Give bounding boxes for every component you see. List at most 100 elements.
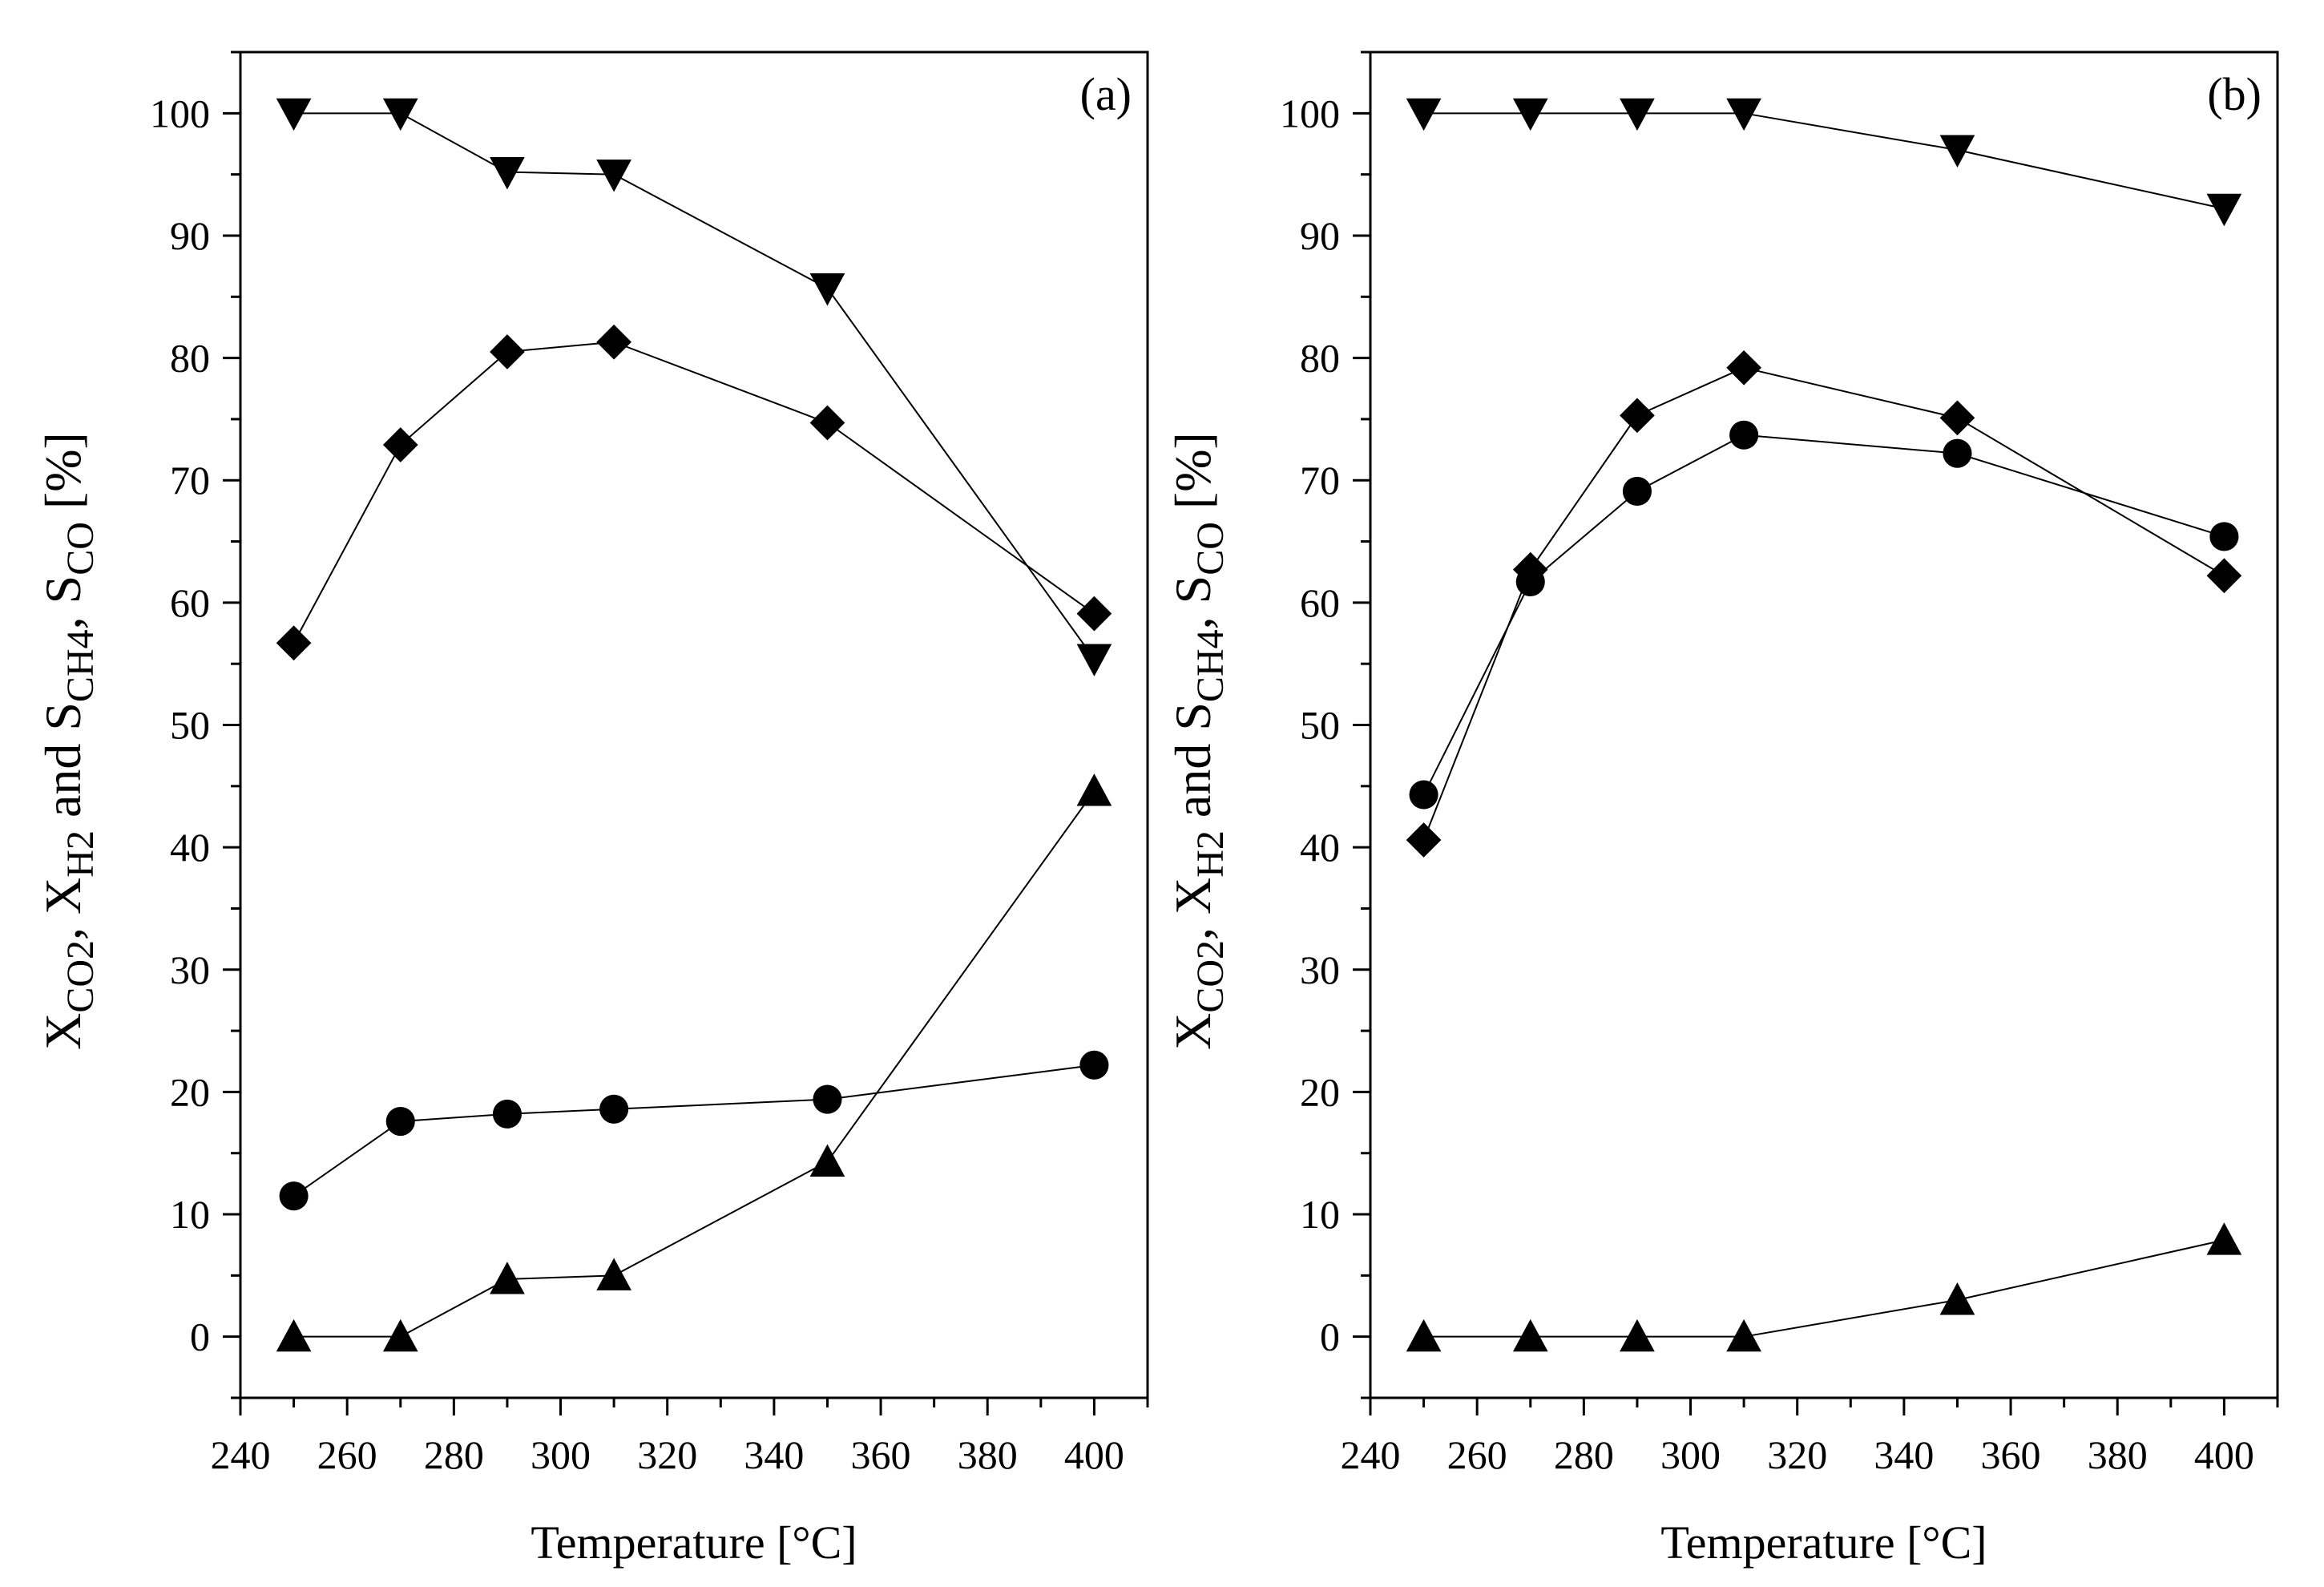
y-tick-label: 100 [150,91,210,135]
data-point-up-triangle [490,1262,525,1294]
x-tick-label: 320 [637,1432,697,1477]
data-point-circle [1079,1050,1109,1080]
data-point-circle [385,1106,415,1137]
data-point-up-triangle [809,1144,845,1177]
panel-label: (a) [1080,68,1132,120]
data-point-diamond [596,324,631,360]
data-point-circle [1409,780,1438,810]
y-tick-label: 50 [170,703,210,748]
data-point-circle [1943,438,1972,468]
data-point-circle [492,1099,522,1129]
data-point-up-triangle [1939,1282,1975,1315]
series-diamond [1406,349,2242,858]
data-point-circle [1729,420,1759,450]
x-axis-title: Temperature [°C] [1660,1516,1987,1569]
y-axis-title-subscript: CO2 [1189,940,1232,1013]
y-axis-title: XCO2​, XH2​ and SCH4​, SCO​ [%] [34,432,102,1050]
data-point-down-triangle [1076,644,1112,676]
data-point-down-triangle [809,273,845,306]
data-point-up-triangle [1076,773,1112,806]
y-tick-label: 100 [1280,91,1340,135]
data-point-down-triangle [2206,193,2242,227]
y-axis-title-part: and S [34,702,91,830]
data-point-down-triangle [1620,98,1655,131]
y-tick-label: 20 [170,1069,210,1114]
series-line-down-triangle [1423,112,2225,210]
data-point-up-triangle [596,1258,631,1290]
data-point-circle [2209,522,2239,551]
y-tick-label: 90 [170,213,210,258]
y-tick-label: 80 [1300,336,1340,381]
data-point-circle [813,1084,842,1114]
y-tick-label: 10 [170,1192,210,1237]
x-tick-label: 360 [1981,1432,2041,1477]
data-point-down-triangle [596,160,631,192]
data-point-down-triangle [382,98,418,131]
series-line-diamond [1422,366,2225,841]
x-tick-label: 400 [1064,1432,1124,1477]
y-axis-title-part: X [34,1013,91,1050]
y-axis-title-subscript: CH4 [59,629,102,702]
x-tick-label: 400 [2194,1432,2254,1477]
y-axis-title-part: , X [1164,878,1221,940]
series-diamond [276,324,1112,661]
y-tick-label: 10 [1300,1192,1340,1237]
x-axis-title: Temperature [°C] [531,1516,857,1569]
data-point-circle [1622,476,1652,507]
y-tick-label: 40 [1300,825,1340,870]
y-axis-title-part: , S [1164,575,1221,630]
y-tick-label: 60 [1300,580,1340,625]
y-axis-title-subscript: CO [59,522,102,575]
data-point-circle [1515,567,1545,596]
x-tick-label: 320 [1767,1432,1827,1477]
data-point-diamond [1726,349,1761,386]
plot-frame [1369,50,2279,1399]
y-axis-title-subscript: CH4 [1189,629,1232,702]
y-axis-title-part: and S [1164,702,1221,830]
y-tick-label: 50 [1300,703,1340,748]
data-point-down-triangle [1406,98,1442,131]
series-up-triangle [1406,1222,2242,1352]
x-tick-label: 360 [851,1432,911,1477]
y-tick-label: 20 [1300,1069,1340,1114]
series-circle [1409,420,2239,810]
data-point-up-triangle [1726,1318,1761,1352]
data-point-diamond [382,427,418,462]
data-point-circle [279,1181,309,1211]
data-point-diamond [1620,398,1655,434]
y-tick-label: 70 [1300,458,1340,503]
x-tick-label: 340 [744,1432,804,1477]
y-axis-title-subscript: CO2 [59,940,102,1013]
x-tick-label: 340 [1874,1432,1934,1477]
x-tick-label: 300 [1660,1432,1721,1477]
data-point-diamond [490,334,525,369]
x-tick-label: 260 [1447,1432,1507,1477]
series-line-up-triangle [1423,1239,2225,1338]
data-point-circle [599,1094,629,1124]
chart-panel-a: 240 260 280 300 320 340 360 380 400 0 10 20 30 40 50 60… [34,50,1149,1569]
data-point-diamond [1939,400,1975,436]
plot-frame [239,50,1149,1399]
y-tick-label: 0 [1320,1314,1340,1359]
y-axis-title-part: , X [34,878,91,940]
y-tick-label: 30 [1300,947,1340,992]
data-point-down-triangle [490,157,525,190]
y-tick-label: 70 [170,458,210,503]
series-line-circle [1422,434,2225,795]
data-point-diamond [809,405,845,441]
y-axis-title-part: X [1164,1013,1221,1050]
y-tick-label: 30 [170,947,210,992]
y-tick-label: 0 [190,1314,210,1359]
y-tick-label: 90 [1300,213,1340,258]
y-axis-title-part: [%] [34,432,91,522]
y-axis-title: XCO2​, XH2​ and SCH4​, SCO​ [%] [1164,432,1232,1050]
y-axis-title-subscript: CO [1189,522,1232,575]
series-circle [279,1050,1109,1211]
series-up-triangle [276,773,1112,1352]
x-tick-label: 240 [1341,1432,1401,1477]
y-tick-label: 80 [170,336,210,381]
data-point-up-triangle [1406,1318,1442,1352]
y-tick-label: 40 [170,825,210,870]
x-tick-label: 280 [1554,1432,1614,1477]
